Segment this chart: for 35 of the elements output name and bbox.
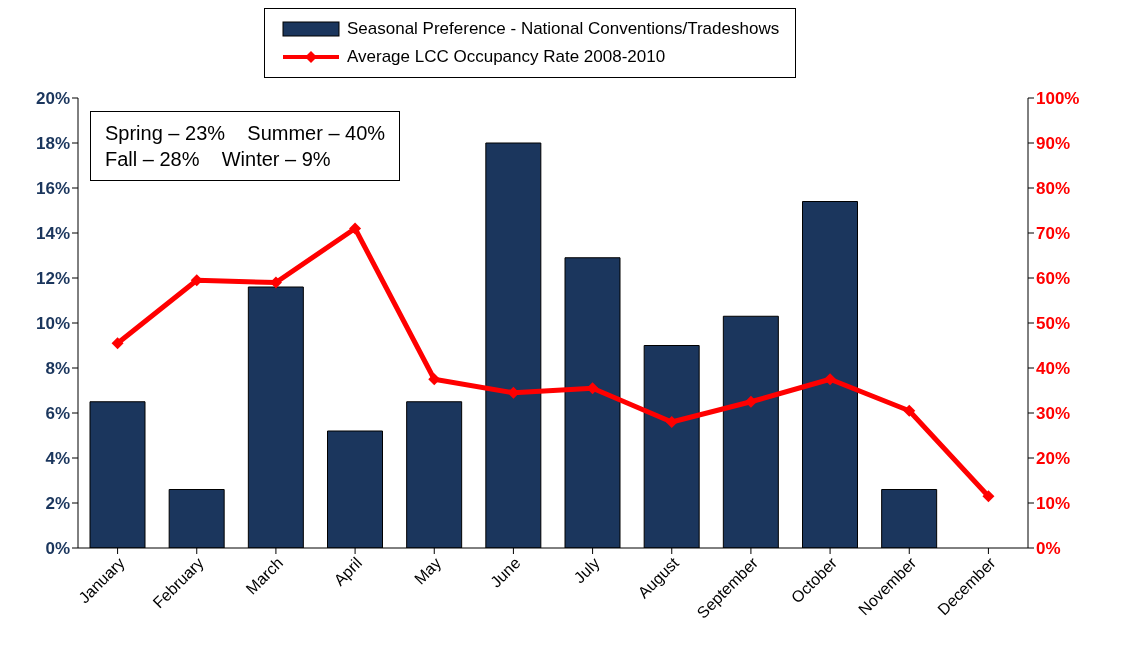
y2-tick-label: 30% (1036, 404, 1071, 424)
y-tick-label: 2% (45, 494, 70, 514)
x-tick-label: May (411, 554, 445, 588)
y2-tick-label: 90% (1036, 134, 1071, 154)
x-tick-label: July (570, 554, 603, 587)
point (903, 404, 916, 417)
point (665, 416, 678, 428)
y2-tick-label: 0% (1036, 539, 1061, 559)
y-tick-label: 20% (35, 89, 70, 109)
y-tick-label: 14% (35, 224, 70, 244)
y-tick-label: 4% (45, 449, 70, 469)
y-tick-label: 0% (45, 539, 70, 559)
y2-tick-label: 60% (1036, 269, 1071, 289)
y2-tick-label: 20% (1036, 449, 1071, 469)
point (111, 337, 124, 350)
point (982, 490, 995, 503)
annotation: Spring – 23% Summer – 40% (105, 121, 386, 146)
y-tick-label: 18% (35, 134, 70, 154)
annotation: Fall – 28% Winter – 9% (105, 147, 332, 172)
y2-tick-label: 100% (1036, 89, 1080, 109)
y-tick-label: 16% (35, 179, 70, 199)
y-tick-label: 6% (45, 404, 70, 424)
y2-tick-label: 80% (1036, 179, 1071, 199)
season-share-note: Spring – 23% Summer – 40% Fall – 28% Winter – 9% (90, 111, 401, 181)
y2-tick-label: 10% (1036, 494, 1071, 514)
y-tick-label: 10% (35, 314, 70, 334)
legend-label: Seasonal Preference - National Conventions/Tradeshows (347, 18, 780, 40)
y-tick-label: 12% (35, 269, 70, 289)
legend-label: Average LCC Occupancy Rate 2008-2010 (347, 46, 666, 68)
point (824, 373, 837, 386)
y2-tick-label: 70% (1036, 224, 1071, 244)
y2-tick-label: 50% (1036, 314, 1071, 334)
point (349, 222, 362, 235)
y-tick-label: 8% (45, 359, 70, 379)
y2-tick-label: 40% (1036, 359, 1071, 379)
